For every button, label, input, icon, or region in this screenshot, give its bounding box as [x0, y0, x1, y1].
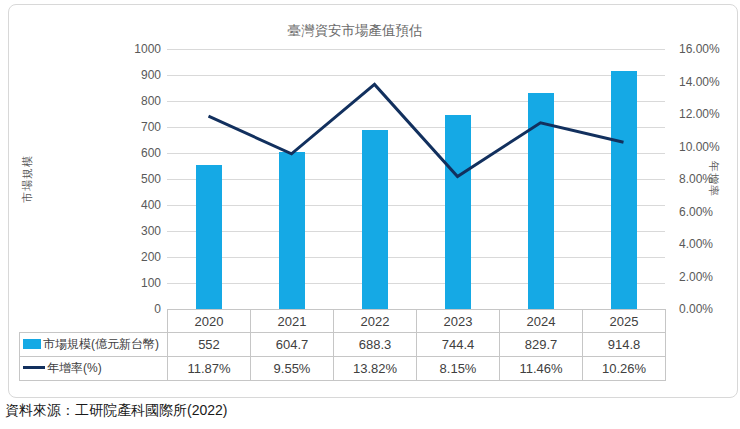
year-header: 2022 — [334, 310, 417, 333]
value-cell: 744.4 — [417, 333, 500, 357]
value-cell: 9.55% — [251, 357, 334, 381]
right-axis-tick: 16.00% — [679, 41, 720, 57]
data-table: 202020212022202320242025 市場規模(億元新台幣) 55260… — [19, 309, 666, 381]
value-cell: 688.3 — [334, 333, 417, 357]
value-cell: 13.82% — [334, 357, 417, 381]
value-cell: 604.7 — [251, 333, 334, 357]
right-axis-tick: 8.00% — [679, 171, 713, 187]
right-axis-tick: 2.00% — [679, 269, 713, 285]
year-header: 2023 — [417, 310, 500, 333]
value-cell: 914.8 — [583, 333, 666, 357]
year-header: 2024 — [500, 310, 583, 333]
right-axis-tick: 0.00% — [679, 301, 713, 317]
bar-legend-swatch — [23, 339, 41, 349]
value-cell: 11.46% — [500, 357, 583, 381]
page: 臺灣資安市場產值預估 市場規模 年增率 01002003004005006007… — [0, 0, 740, 429]
legend-label: 市場規模(億元新台幣) — [43, 337, 159, 351]
growth-line — [167, 49, 665, 309]
value-cell: 8.15% — [417, 357, 500, 381]
growth-line-path — [209, 84, 624, 176]
value-cell: 552 — [168, 333, 251, 357]
value-cell: 11.87% — [168, 357, 251, 381]
left-axis-tick: 300 — [117, 223, 161, 239]
line-legend-swatch — [23, 366, 45, 369]
left-axis-title: 市場規模 — [20, 155, 35, 203]
left-axis-tick: 200 — [117, 249, 161, 265]
right-axis-tick: 14.00% — [679, 74, 720, 90]
legend-market-size: 市場規模(億元新台幣) — [20, 333, 168, 357]
right-axis-tick: 10.00% — [679, 139, 720, 155]
right-axis-tick: 6.00% — [679, 204, 713, 220]
year-header: 2025 — [583, 310, 666, 333]
value-cell: 10.26% — [583, 357, 666, 381]
left-axis-tick: 1000 — [117, 41, 161, 57]
table-corner-empty — [20, 310, 168, 333]
legend-label: 年增率(%) — [47, 361, 102, 375]
left-axis-tick: 800 — [117, 93, 161, 109]
right-axis-tick: 4.00% — [679, 236, 713, 252]
right-axis-tick: 12.00% — [679, 106, 720, 122]
year-header: 2020 — [168, 310, 251, 333]
left-axis-tick: 600 — [117, 145, 161, 161]
value-cell: 829.7 — [500, 333, 583, 357]
source-note: 資料來源：工研院產科國際所(2022) — [5, 402, 227, 420]
legend-growth-rate: 年增率(%) — [20, 357, 168, 381]
left-axis-tick: 700 — [117, 119, 161, 135]
left-axis-tick: 400 — [117, 197, 161, 213]
left-axis-tick: 500 — [117, 171, 161, 187]
year-header: 2021 — [251, 310, 334, 333]
left-axis-tick: 100 — [117, 275, 161, 291]
left-axis-tick: 900 — [117, 67, 161, 83]
chart-title: 臺灣資安市場產值預估 — [288, 22, 423, 40]
chart-card: 臺灣資安市場產值預估 市場規模 年增率 01002003004005006007… — [8, 4, 738, 398]
